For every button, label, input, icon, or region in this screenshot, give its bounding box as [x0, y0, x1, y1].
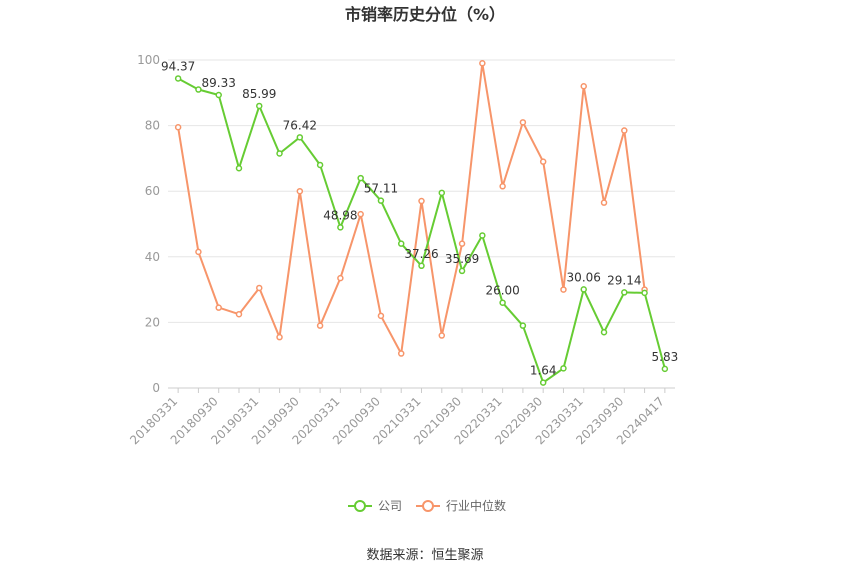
data-point[interactable] — [438, 332, 446, 339]
y-tick-label: 40 — [145, 250, 160, 264]
data-point[interactable] — [560, 286, 567, 293]
legend[interactable]: 公司 行业中位数 — [348, 498, 506, 513]
data-point[interactable] — [418, 197, 425, 205]
data-point[interactable] — [397, 350, 405, 357]
data-point[interactable] — [377, 312, 385, 320]
data-point[interactable] — [458, 240, 466, 247]
data-label: 30.06 — [567, 270, 601, 284]
data-point[interactable] — [397, 240, 405, 247]
data-point[interactable] — [600, 328, 608, 336]
legend-swatch-marker — [354, 500, 366, 512]
data-point[interactable] — [438, 189, 446, 197]
data-point[interactable] — [235, 310, 243, 318]
data-point[interactable] — [621, 289, 628, 296]
data-point[interactable] — [600, 199, 608, 206]
data-point[interactable] — [458, 267, 466, 275]
data-point[interactable] — [519, 119, 527, 126]
series-0 — [174, 75, 669, 386]
y-tick-label: 0 — [152, 381, 160, 395]
data-point[interactable] — [661, 365, 669, 373]
data-label: 48.98 — [323, 208, 357, 222]
data-point[interactable] — [499, 183, 506, 190]
y-axis: 0 20 40 60 80 100 — [137, 53, 160, 395]
data-point[interactable] — [479, 60, 486, 67]
data-label: 85.99 — [242, 87, 276, 101]
data-label: 5.83 — [652, 350, 679, 364]
data-point[interactable] — [316, 322, 324, 329]
data-label: 89.33 — [202, 76, 236, 90]
legend-item-1[interactable]: 行业中位数 — [416, 498, 506, 513]
x-axis: 2018033120180930201903312019093020200331… — [127, 387, 675, 447]
data-label: 94.37 — [161, 59, 195, 73]
data-point[interactable] — [215, 91, 222, 99]
data-point[interactable] — [195, 248, 202, 256]
y-tick-label: 80 — [145, 119, 160, 133]
series-line — [177, 62, 646, 355]
data-label: 37.26 — [404, 247, 438, 261]
data-point[interactable] — [560, 365, 567, 372]
data-label: 1.64 — [530, 364, 557, 378]
data-label: 29.14 — [607, 273, 641, 287]
data-point[interactable] — [479, 232, 486, 239]
series-layer — [174, 60, 669, 386]
data-point[interactable] — [580, 82, 587, 90]
legend-swatch-marker — [422, 500, 434, 512]
data-point[interactable] — [539, 379, 547, 386]
data-point[interactable] — [174, 75, 182, 82]
legend-item-0[interactable]: 公司 — [348, 499, 402, 513]
legend-label: 公司 — [378, 499, 402, 513]
y-tick-label: 20 — [145, 315, 160, 329]
data-label: 76.42 — [283, 118, 317, 132]
data-point[interactable] — [256, 102, 263, 110]
data-point[interactable] — [337, 274, 344, 282]
data-point[interactable] — [641, 289, 648, 297]
data-label: 35.69 — [445, 252, 479, 266]
legend-label: 行业中位数 — [446, 498, 506, 513]
data-point[interactable] — [174, 123, 182, 131]
data-point[interactable] — [357, 174, 364, 182]
data-point[interactable] — [215, 304, 222, 311]
data-point[interactable] — [235, 164, 243, 172]
y-tick-label: 60 — [145, 184, 160, 198]
source-note: 数据来源：恒生聚源 — [366, 548, 483, 563]
data-labels: 94.37 89.33 85.99 76.42 48.98 57.11 37.26 35.69… — [161, 59, 678, 377]
data-label: 57.11 — [364, 182, 398, 196]
y-tick-label: 100 — [137, 53, 160, 67]
data-point[interactable] — [276, 150, 283, 157]
data-point[interactable] — [276, 333, 283, 341]
data-label: 26.00 — [485, 284, 519, 298]
data-point[interactable] — [499, 299, 506, 306]
data-point[interactable] — [195, 86, 202, 93]
data-point[interactable] — [296, 187, 304, 195]
data-point[interactable] — [539, 158, 547, 165]
data-point[interactable] — [256, 284, 263, 292]
series-line — [177, 77, 666, 384]
data-point[interactable] — [337, 224, 344, 231]
data-point[interactable] — [621, 127, 628, 134]
data-point[interactable] — [519, 322, 527, 329]
data-point[interactable] — [377, 197, 385, 204]
chart-title: 市销率历史分位（%） — [345, 5, 505, 24]
data-point[interactable] — [580, 286, 587, 293]
data-point[interactable] — [357, 210, 364, 218]
data-point[interactable] — [418, 262, 425, 270]
data-point[interactable] — [316, 161, 324, 169]
series-1 — [174, 60, 648, 357]
data-point[interactable] — [296, 134, 304, 141]
